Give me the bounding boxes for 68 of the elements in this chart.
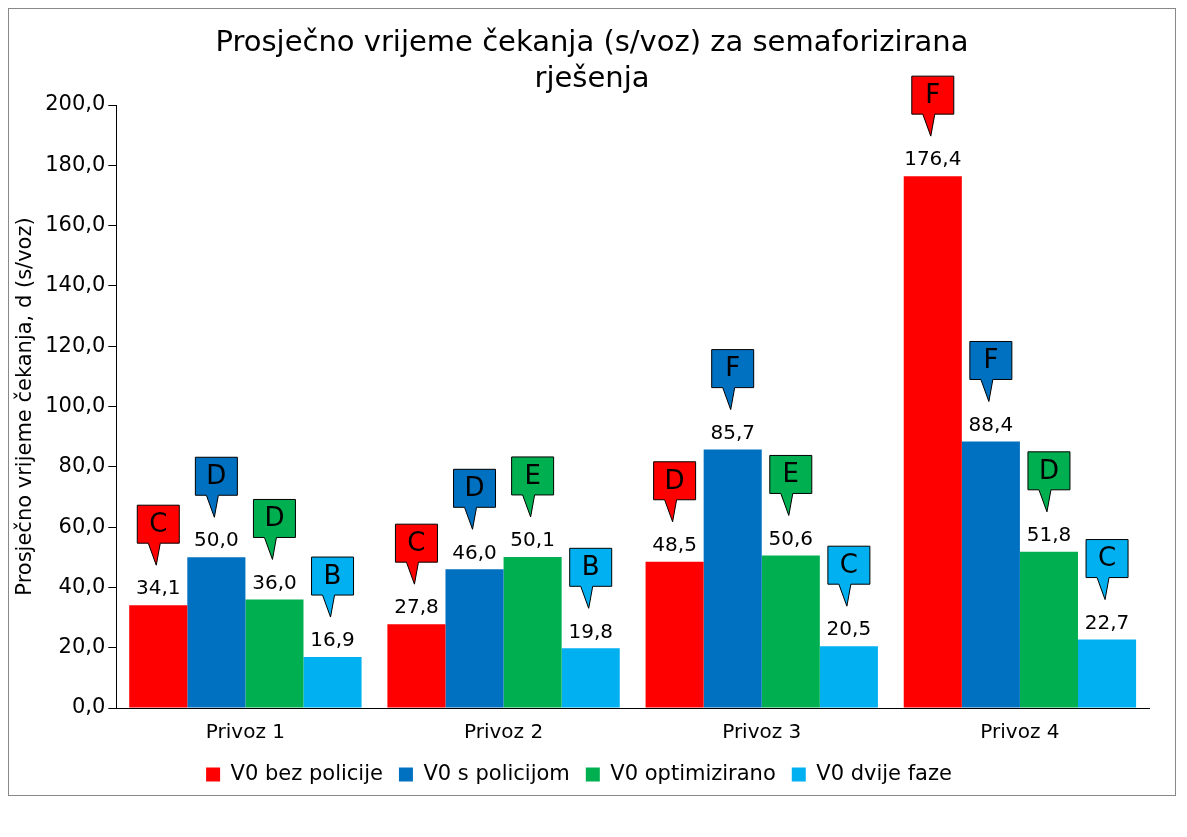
- data-label: 34,1: [136, 575, 181, 600]
- bar: [903, 176, 962, 708]
- y-axis-title: Prosječno vrijeme čekanja, d (s/voz): [12, 217, 37, 596]
- bar: [245, 599, 304, 708]
- annotation: D: [264, 502, 285, 533]
- bar: [503, 556, 562, 708]
- annotation: C: [1097, 542, 1117, 573]
- annotation: F: [925, 78, 941, 109]
- y-tick-label: 180,0: [45, 151, 106, 176]
- x-tick-label: Privoz 3: [722, 719, 802, 744]
- annotation: F: [725, 352, 741, 383]
- data-label: 19,8: [568, 618, 613, 643]
- bar: [645, 561, 704, 708]
- legend-label: V0 dvije faze: [816, 760, 952, 785]
- bar: [303, 657, 362, 708]
- data-label: 50,0: [194, 527, 239, 552]
- annotation: B: [323, 559, 342, 590]
- bar: [387, 624, 446, 708]
- bar: [129, 605, 188, 708]
- data-label: 51,8: [1026, 522, 1072, 547]
- y-tick-label: 0,0: [71, 694, 106, 719]
- bar: [819, 646, 878, 708]
- annotation: B: [581, 551, 600, 582]
- annotation: D: [1038, 454, 1059, 485]
- y-tick-label: 80,0: [58, 453, 106, 478]
- data-label: 176,4: [904, 146, 962, 171]
- annotation: D: [464, 472, 485, 503]
- annotation: C: [149, 507, 168, 538]
- annotation: D: [206, 460, 227, 490]
- legend-label: V0 s policijom: [423, 760, 570, 785]
- annotation: E: [782, 458, 800, 489]
- annotation: C: [407, 526, 426, 557]
- annotation: D: [664, 464, 685, 495]
- data-label: 16,9: [310, 627, 355, 652]
- legend-label: V0 bez policije: [230, 760, 383, 785]
- bar: [761, 555, 820, 708]
- y-tick-label: 60,0: [58, 513, 106, 538]
- bar: [1078, 639, 1137, 708]
- annotation: F: [983, 344, 999, 375]
- data-label: 50,1: [510, 527, 555, 552]
- x-tick-label: Privoz 2: [464, 719, 544, 744]
- annotation: C: [839, 548, 858, 579]
- y-tick-label: 200,0: [45, 91, 106, 116]
- data-label: 85,7: [710, 419, 755, 444]
- legend-label: V0 optimizirano: [610, 760, 776, 785]
- bar: [961, 441, 1020, 708]
- data-label: 20,5: [826, 616, 872, 641]
- bar: [703, 449, 762, 708]
- bar: [561, 648, 620, 708]
- y-tick-label: 100,0: [45, 392, 106, 417]
- annotation: E: [524, 459, 541, 490]
- data-label: 46,0: [452, 539, 497, 564]
- bar: [187, 557, 246, 708]
- x-tick-label: Privoz 4: [980, 719, 1060, 744]
- data-label: 36,0: [252, 569, 297, 594]
- y-tick-label: 20,0: [58, 634, 106, 659]
- y-tick-label: 40,0: [58, 573, 106, 598]
- data-label: 50,6: [768, 525, 814, 550]
- x-tick-label: Privoz 1: [205, 719, 285, 744]
- data-label: 22,7: [1084, 609, 1130, 634]
- data-label: 88,4: [968, 411, 1014, 436]
- y-tick-label: 120,0: [45, 332, 106, 357]
- bar: [1019, 551, 1078, 708]
- y-tick-label: 140,0: [45, 272, 106, 297]
- data-label: 48,5: [652, 531, 697, 556]
- data-label: 27,8: [394, 594, 439, 619]
- bar: [445, 569, 504, 708]
- y-tick-label: 160,0: [45, 212, 106, 237]
